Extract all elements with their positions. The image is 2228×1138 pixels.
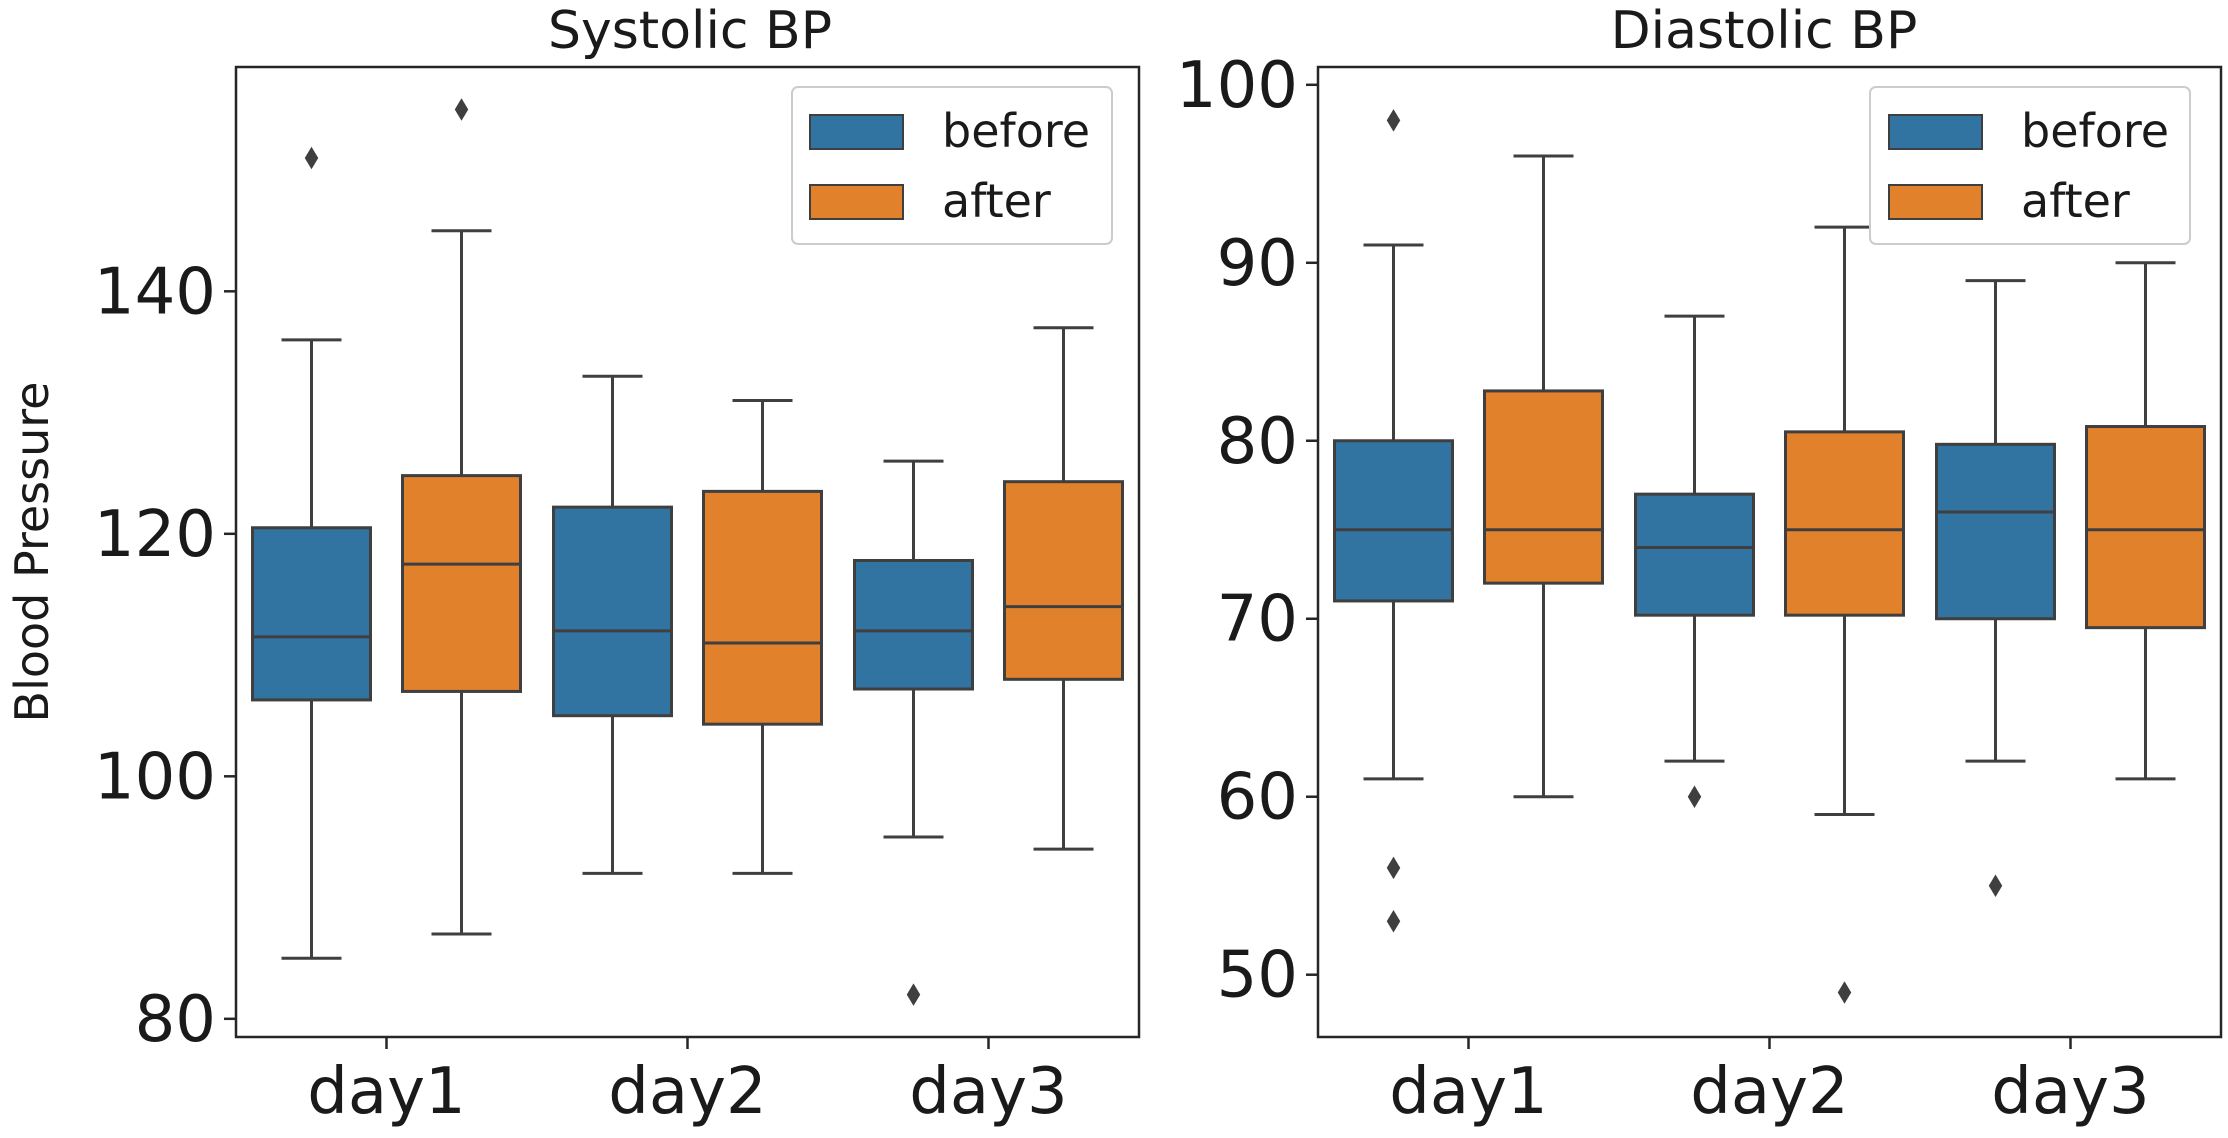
diastolic-legend: before after (1869, 86, 2191, 245)
y-tick-label: 80 (1217, 405, 1298, 479)
box-iqr (1784, 430, 1905, 617)
systolic-plot-area: 80 100 120 140 day1 day2 day3 (94, 98, 1124, 1129)
x-tick-label: day2 (608, 1055, 766, 1129)
legend-swatch-before (809, 114, 904, 150)
outlier-point (1386, 109, 1401, 132)
box-iqr (1333, 439, 1454, 603)
box-after-day1 (401, 98, 522, 936)
x-tick-label: day3 (1991, 1055, 2149, 1129)
y-tick-label: 120 (94, 498, 216, 572)
outlier-point (1386, 910, 1401, 933)
box-iqr (2085, 425, 2206, 630)
outlier-point (906, 983, 921, 1006)
box-before-day1 (1333, 109, 1454, 933)
y-tick-label: 90 (1217, 227, 1298, 301)
outlier-point (1386, 856, 1401, 880)
box-before-day2 (552, 374, 673, 875)
systolic-title: Systolic BP (548, 1, 832, 61)
box-after-day2 (1784, 225, 1905, 1004)
y-tick-label: 50 (1217, 939, 1298, 1013)
x-tick-label: day2 (1690, 1055, 1848, 1129)
systolic-plot-frame (234, 65, 1141, 1039)
y-tick-label: 60 (1217, 761, 1298, 835)
box-before-day3 (853, 459, 974, 1006)
legend-swatch-after (809, 184, 904, 220)
box-after-day1 (1483, 154, 1604, 799)
outlier-point (1687, 785, 1702, 808)
x-tick-label: day1 (1389, 1055, 1547, 1129)
box-after-day3 (1003, 326, 1124, 851)
outlier-point (304, 146, 319, 170)
box-iqr (1483, 389, 1604, 585)
box-iqr (1935, 442, 2056, 621)
legend-label-before: before (2021, 104, 2169, 158)
box-iqr (552, 505, 673, 718)
y-tick-label: 100 (94, 740, 216, 814)
box-after-day3 (2085, 261, 2206, 781)
box-iqr (401, 474, 522, 693)
box-before-day3 (1935, 279, 2056, 897)
y-tick-label: 100 (1176, 49, 1298, 123)
diastolic-plot-area: 50 60 70 80 90 100 day1 day2 day3 (1176, 49, 2206, 1129)
legend-label-before: before (942, 104, 1090, 158)
outlier-point (1837, 981, 1852, 1004)
outlier-point (454, 98, 469, 121)
y-axis-label: Blood Pressure (5, 382, 59, 723)
x-tick-label: day3 (909, 1055, 1067, 1129)
y-tick-label: 80 (135, 983, 216, 1057)
box-iqr (1003, 480, 1124, 681)
legend-label-after: after (2021, 174, 2130, 228)
diastolic-panel: Diastolic BP 50 60 70 80 90 100 day1 day2 day3 b… (1176, 1, 2223, 1129)
diastolic-title: Diastolic BP (1611, 1, 1918, 61)
box-iqr (1634, 492, 1755, 617)
legend-label-after: after (942, 174, 1051, 228)
box-before-day1 (251, 146, 372, 960)
diastolic-plot-frame (1316, 65, 2223, 1039)
systolic-panel: Systolic BP Blood Pressure 80 100 120 140 da… (5, 1, 1141, 1129)
box-before-day2 (1634, 314, 1755, 808)
box-iqr (251, 526, 372, 702)
y-tick-label: 140 (94, 255, 216, 329)
legend-swatch-before (1888, 114, 1983, 150)
systolic-legend: before after (791, 86, 1113, 245)
x-tick-label: day1 (307, 1055, 465, 1129)
legend-swatch-after (1888, 184, 1983, 220)
outlier-point (1988, 874, 2003, 897)
box-iqr (702, 489, 823, 726)
box-after-day2 (702, 398, 823, 875)
y-tick-label: 70 (1217, 583, 1298, 657)
box-iqr (853, 558, 974, 691)
